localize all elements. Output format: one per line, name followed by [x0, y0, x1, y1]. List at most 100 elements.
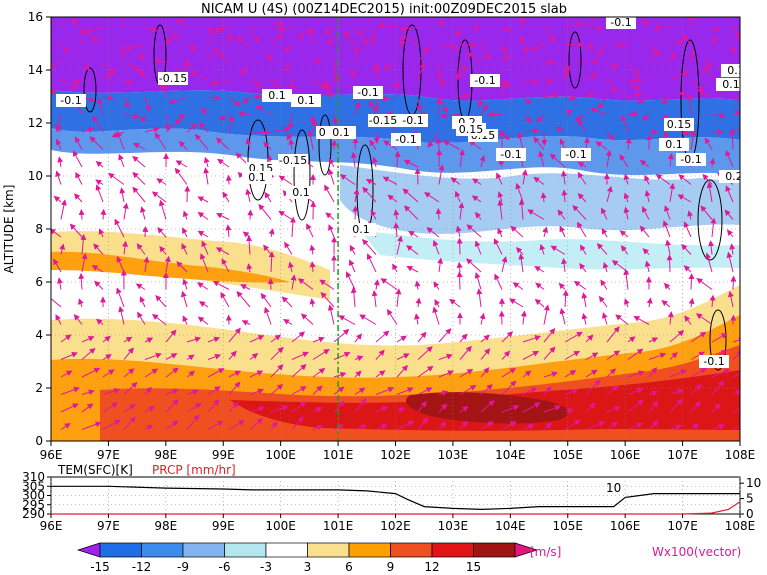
x-tick-surface: 101E: [323, 519, 354, 533]
vector-note: Wx100(vector): [652, 545, 741, 559]
x-tick-surface: 100E: [265, 519, 296, 533]
x-tick-main: 103E: [438, 448, 469, 462]
colorbar-label: 15: [466, 560, 481, 574]
contour-labels: -0.1-0.150.1-0.10.1-0.1-0.15-0.10.150.1-…: [56, 16, 743, 368]
x-tick-main: 96E: [40, 448, 63, 462]
contour-label: 0.15: [459, 123, 484, 136]
x-tick-main: 99E: [212, 448, 235, 462]
contour-label: -0.1: [500, 148, 521, 161]
x-tick-main: 100E: [265, 448, 296, 462]
tem-line: [51, 485, 740, 511]
x-tick-surface: 97E: [97, 519, 120, 533]
contour-label: 0.1: [332, 126, 350, 139]
right-tick-surface: 0: [746, 507, 754, 521]
x-axis-main: 96E 97E 98E 99E 100E 101E 102E 103E 104E 105E 106E…: [40, 441, 756, 462]
y-tick-main: 4: [35, 328, 43, 342]
colorbar-label: -15: [90, 560, 110, 574]
x-tick-surface: 98E: [154, 519, 177, 533]
x-tick-surface: 108E: [725, 519, 756, 533]
main-panel: -0.1-0.150.1-0.10.1-0.1-0.15-0.10.150.1-…: [2, 10, 755, 462]
colorbar-segment: [307, 542, 350, 558]
contour-label: -0.1: [565, 148, 586, 161]
left-tick-surface: 310: [22, 470, 45, 484]
x-tick-main: 108E: [725, 448, 756, 462]
contour-label: -0.1: [474, 74, 495, 87]
colorbar-unit: [m/s]: [530, 545, 561, 559]
x-tick-main: 97E: [97, 448, 120, 462]
y-tick-main: 12: [28, 116, 43, 130]
colorbar: -15 -12 -9 -6 -3 3 6 9 12 15: [76, 542, 539, 574]
x-tick-main: 98E: [154, 448, 177, 462]
contour-label: 0.1: [248, 171, 266, 184]
surface-panel: TEM(SFC)[K] PRCP [mm/hr] 10 96E 97E 98E 99E…: [22, 463, 761, 533]
colorbar-segment: [141, 542, 184, 558]
x-tick-main: 107E: [667, 448, 698, 462]
x-tick-surface: 104E: [495, 519, 526, 533]
contour-label: -0.15: [159, 72, 187, 85]
contour-label: -0.1: [680, 153, 701, 166]
contour-label: 0.1: [292, 186, 310, 199]
colorbar-label: -12: [132, 560, 152, 574]
y-tick-main: 16: [28, 10, 43, 24]
contour-label: -0.15: [279, 154, 307, 167]
x-tick-surface: 105E: [553, 519, 584, 533]
y-tick-main: 6: [35, 275, 43, 289]
y-tick-main: 8: [35, 222, 43, 236]
left-tick-surface: 300: [22, 489, 45, 503]
contour-label: 0.1: [297, 94, 315, 107]
contour-label: 0.1: [352, 223, 370, 236]
y-axis-main: 0 2 4 6 8 10 12 14 16: [28, 10, 51, 448]
left-tick-surface: 305: [22, 479, 45, 493]
left-tick-surface: 290: [22, 507, 45, 521]
colorbar-segment: [182, 542, 225, 558]
contour-label: -0.15: [369, 114, 397, 127]
x-axis-surface: 96E 97E 98E 99E 100E 101E 102E 103E 104E 105E 106E…: [40, 514, 756, 533]
colorbar-label: -3: [260, 560, 272, 574]
colorbar-label: -6: [219, 560, 231, 574]
colorbar-segment: [348, 542, 391, 558]
contour-label: -0.1: [703, 355, 724, 368]
colorbar-segment: [265, 542, 308, 558]
band-u-6: [51, 251, 290, 283]
x-tick-main: 102E: [380, 448, 411, 462]
surface-grid: [50, 477, 741, 514]
band-u-15: [406, 392, 569, 424]
x-tick-surface: 99E: [212, 519, 235, 533]
colorbar-segment: [473, 542, 516, 558]
x-tick-main: 106E: [610, 448, 641, 462]
contour-label: -0.1: [610, 16, 631, 29]
contour-label: -0.1: [357, 86, 378, 99]
band-u-minus6: [340, 165, 740, 234]
colorbar-segment: [99, 542, 142, 558]
contour-label: -0.1: [60, 94, 81, 107]
x-tick-main: 104E: [495, 448, 526, 462]
right-axis-surface: 05 10: [740, 476, 761, 521]
colorbar-segment: [431, 542, 474, 558]
colorbar-label: 3: [304, 560, 312, 574]
right-tick-surface: 5: [746, 492, 754, 506]
right-tick-surface: 10: [746, 476, 761, 490]
y-tick-main: 0: [35, 434, 43, 448]
x-tick-surface: 102E: [380, 519, 411, 533]
y-tick-main: 10: [28, 169, 43, 183]
contour-label: -0.1: [395, 133, 416, 146]
x-tick-surface: 107E: [667, 519, 698, 533]
colorbar-label: 12: [424, 560, 439, 574]
chart-title: NICAM U (4S) (00Z14DEC2015) init:00Z09DE…: [201, 2, 567, 17]
x-tick-surface: 96E: [40, 519, 63, 533]
y-axis-label: ALTITUDE [km]: [2, 185, 16, 274]
contour-label: 0.2: [725, 170, 743, 183]
colorbar-label: -9: [177, 560, 189, 574]
y-tick-main: 14: [28, 63, 43, 77]
contour-label: 0.15: [667, 118, 692, 131]
tem-legend: TEM(SFC)[K]: [57, 463, 133, 477]
band-u-minus3: [360, 230, 740, 270]
contour-label: 0.1: [268, 89, 286, 102]
x-tick-main: 105E: [553, 448, 584, 462]
prcp-legend: PRCP [mm/hr]: [152, 463, 236, 477]
colorbar-label: 9: [387, 560, 395, 574]
colorbar-segment: [224, 542, 267, 558]
x-tick-surface: 106E: [610, 519, 641, 533]
